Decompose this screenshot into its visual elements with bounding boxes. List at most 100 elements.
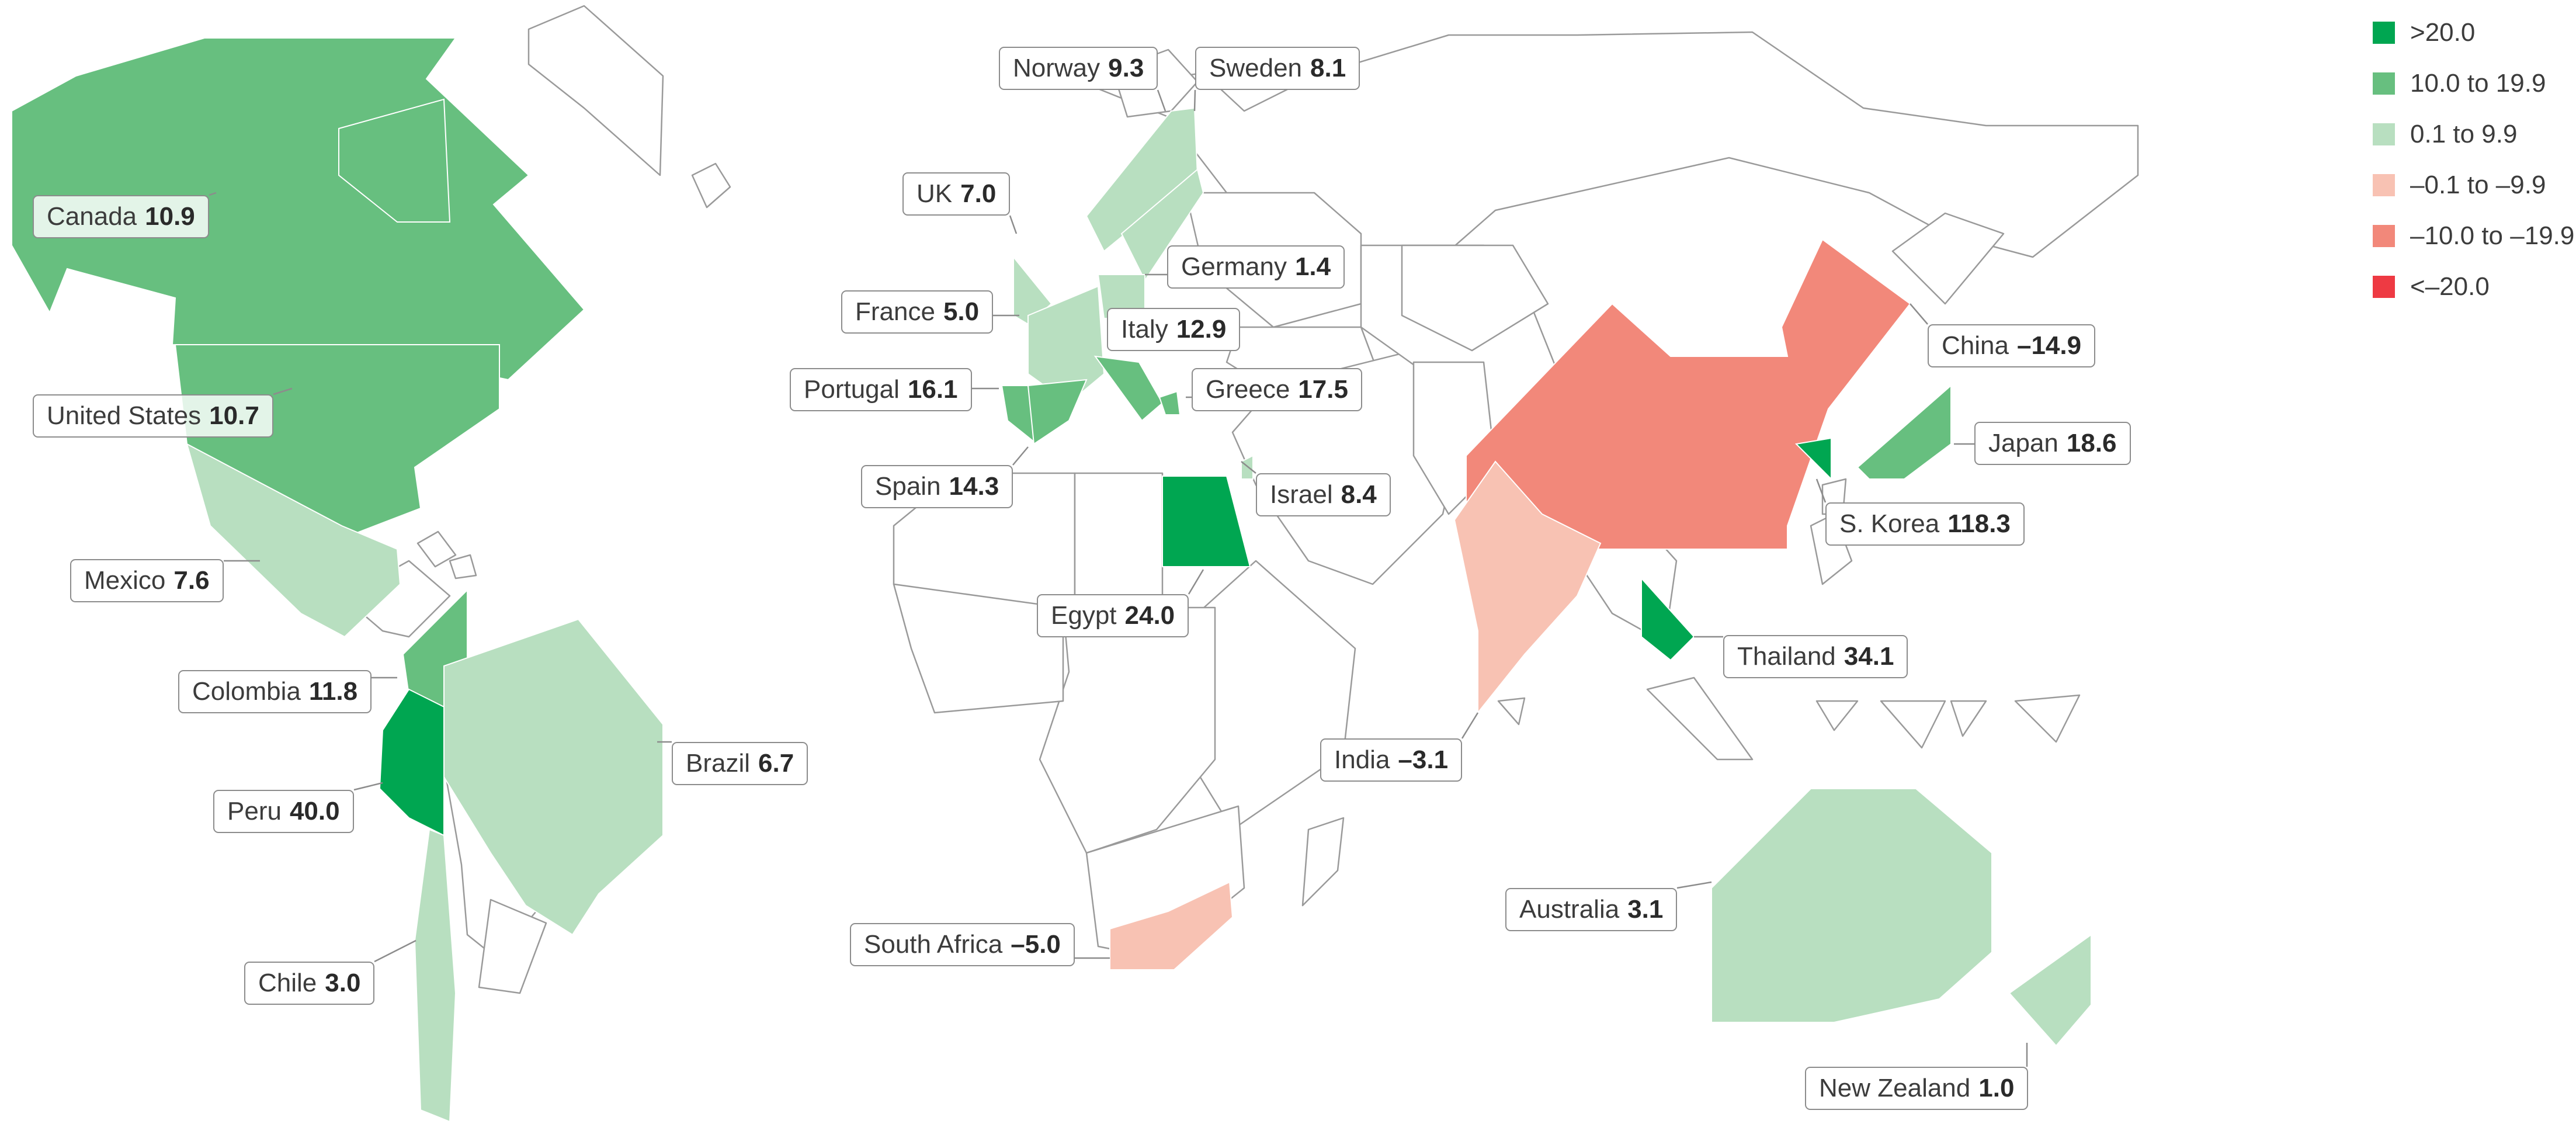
israel-pointer [1241,461,1256,474]
country-name: United States [47,401,202,430]
legend-item: >20.0 [2373,15,2475,50]
country-name: Sweden [1209,54,1303,82]
country-name: France [855,297,935,326]
country-name: Norway [1013,54,1100,82]
country-value: –14.9 [2016,331,2082,360]
country-name: India [1334,745,1390,774]
caribbean-1 [416,530,457,568]
legend-item: –10.0 to –19.9 [2373,218,2574,254]
country-name: Brazil [686,749,751,778]
norway-label: Norway 9.3 [999,47,1158,90]
indonesia-4 [1950,700,1987,737]
labeled-countries [11,37,2092,1123]
colombia-label: Colombia 11.8 [178,670,372,713]
legend-swatch [2373,174,2395,196]
country-value: 14.3 [949,472,999,501]
peru-pointer [353,782,383,791]
country-name: Chile [258,969,317,997]
country-name: Mexico [84,566,166,595]
country-value: 8.4 [1341,480,1377,509]
united-states-pointer [273,387,293,395]
canada-region-2 [338,98,451,223]
greece-region [1158,390,1181,415]
patagonia [478,898,547,994]
legend-label: –10.0 to –19.9 [2410,221,2575,250]
country-value: 8.1 [1310,54,1346,82]
country-name: Colombia [192,677,301,706]
country-value: –3.1 [1398,745,1449,774]
india-pointer [1461,712,1479,739]
country-name: Germany [1181,252,1287,281]
legend-item: 10.0 to 19.9 [2373,66,2546,101]
madagascar [1301,817,1345,907]
australia-label: Australia 3.1 [1505,888,1678,931]
central-africa [1039,606,1216,854]
country-value: 18.6 [2066,429,2117,457]
legend-label: 10.0 to 19.9 [2410,69,2546,98]
country-name: Peru [227,797,282,825]
chile-pointer [374,939,416,963]
china-pointer [1910,303,1928,325]
chile-region [414,828,457,1123]
country-value: 3.0 [325,969,361,997]
new-zealand-label: New Zealand 1.0 [1805,1067,2029,1110]
south-africa-region [1109,881,1234,970]
west-africa [893,583,1064,714]
india-label: India –3.1 [1320,738,1463,782]
country-value: 12.9 [1176,315,1227,344]
egypt-region [1162,476,1251,567]
country-name: Italy [1121,315,1168,344]
sri-lanka [1497,697,1526,726]
country-value: 7.6 [173,566,210,595]
greece-label: Greece 17.5 [1192,368,1362,411]
legend-item: <–20.0 [2373,269,2490,304]
israel-region [1241,455,1254,480]
norway-region [1085,107,1199,252]
legend-swatch [2373,72,2395,95]
country-name: Canada [47,202,137,231]
united-states-label: United States 10.7 [33,394,273,438]
unlabeled-countries [355,5,2139,994]
kamchatka [1891,212,2005,305]
country-value: 1.0 [1978,1074,2015,1102]
indonesia-2 [1815,700,1859,731]
s-korea-label: S. Korea 118.3 [1825,502,2025,546]
country-name: S. Korea [1839,509,1940,538]
country-value: 16.1 [907,375,958,404]
greenland-outline [527,5,664,176]
callout-lines [209,89,2028,1067]
country-value: 5.0 [943,297,980,326]
legend-swatch [2373,123,2395,145]
country-value: 24.0 [1124,601,1175,630]
legend-swatch [2373,225,2395,247]
egypt-label: Egypt 24.0 [1037,594,1189,637]
canada-pointer [209,192,217,196]
indonesia-1 [1646,676,1754,761]
sweden-label: Sweden 8.1 [1195,47,1360,90]
israel-label: Israel 8.4 [1256,473,1391,516]
legend-swatch [2373,22,2395,44]
country-value: 9.3 [1108,54,1144,82]
mexico-region [186,443,401,638]
japan-region [1856,384,1952,480]
indonesia-3 [1880,700,1946,749]
china-label: China –14.9 [1928,324,2096,367]
country-value: 6.7 [758,749,794,778]
legend-label: >20.0 [2410,18,2476,47]
brazil-label: Brazil 6.7 [672,742,808,785]
country-value: 40.0 [289,797,340,825]
legend-label: 0.1 to 9.9 [2410,120,2518,148]
japan-label: Japan 18.6 [1974,422,2131,465]
norway-pointer [1157,89,1167,112]
png [2014,694,2081,743]
country-name: UK [916,179,953,208]
country-value: 10.9 [145,202,195,231]
uk-pointer [1009,215,1018,234]
country-value: 17.5 [1298,375,1348,404]
legend-item: –0.1 to –9.9 [2373,168,2546,203]
country-name: Israel [1270,480,1333,509]
mexico-label: Mexico 7.6 [70,559,224,602]
canada-label: Canada 10.9 [33,195,209,238]
uk-label: UK 7.0 [902,172,1011,216]
